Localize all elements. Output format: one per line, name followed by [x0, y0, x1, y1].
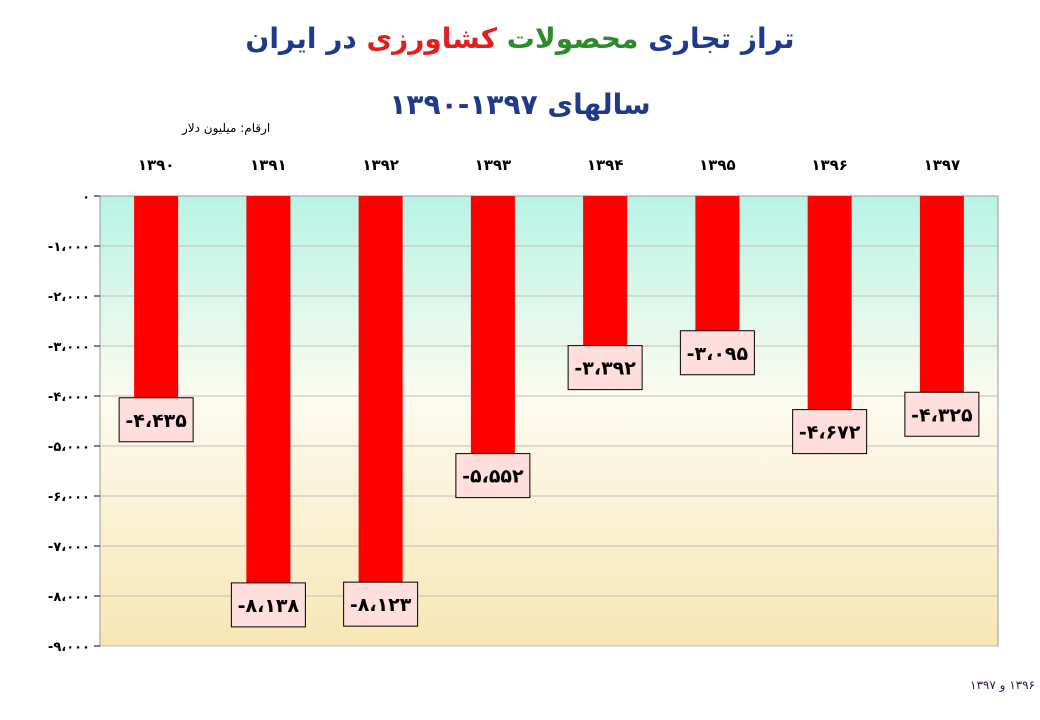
category-label: ۱۳۹۰: [138, 156, 175, 174]
title-part: تراز تجاری: [648, 22, 794, 55]
data-labels: -۴،۴۳۵ -۸،۱۳۸ -۸،۱۲۳ -۵،۵۵۲ -۳،۳۹۲ -۳،۰۹۵ -۴،۶…: [118, 330, 980, 628]
data-label-box: [679, 330, 755, 376]
data-label-box: [567, 345, 643, 391]
bar: [807, 196, 852, 430]
y-axis-ticks: ۰ -۱،۰۰۰ -۲،۰۰۰ -۳،۰۰۰ -۴،۰۰۰ -۵،۰۰۰ -۶،۰۰۰ -۷،…: [48, 190, 100, 655]
y-tick-label: -۵،۰۰۰: [48, 440, 90, 455]
bar: [134, 196, 179, 418]
category-labels: ۱۳۹۰ ۱۳۹۱ ۱۳۹۲ ۱۳۹۳ ۱۳۹۴ ۱۳۹۵ ۱۳۹۶ ۱۳۹۷: [138, 156, 960, 174]
y-tick-label: -۶،۰۰۰: [48, 490, 90, 505]
bar: [246, 196, 291, 603]
data-label-box: [904, 391, 980, 437]
bar: [583, 196, 628, 366]
y-tick-label: -۳،۰۰۰: [48, 340, 90, 355]
title-part: در ایران: [245, 22, 366, 55]
bars: [134, 196, 964, 603]
data-label: -۴،۴۳۵: [125, 410, 187, 432]
y-tick-label: -۱،۰۰۰: [48, 240, 90, 255]
chart-subtitle: سالهای ۱۳۹۷-۱۳۹۰: [389, 88, 650, 121]
data-label: -۸،۱۲۳: [350, 594, 412, 616]
y-tick-label: ۰: [82, 190, 90, 205]
data-label: -۳،۳۹۲: [574, 358, 636, 380]
y-tick-label: -۷،۰۰۰: [48, 540, 90, 555]
bar: [470, 196, 515, 474]
data-label-box: [792, 409, 868, 455]
y-tick-label: -۴،۰۰۰: [48, 390, 90, 405]
title-part: محصولات: [507, 22, 648, 55]
category-label: ۱۳۹۱: [250, 156, 287, 174]
bar: [919, 196, 964, 413]
category-label: ۱۳۹۵: [699, 156, 736, 174]
bar: [695, 196, 740, 351]
data-label-box: [230, 582, 306, 628]
y-tick-label: -۹،۰۰۰: [48, 640, 90, 655]
data-label: -۴،۳۲۵: [911, 404, 973, 426]
data-label: -۴،۶۷۲: [799, 422, 861, 444]
data-label-box: [343, 581, 419, 627]
y-tick-label: -۲،۰۰۰: [48, 290, 90, 305]
y-tick-label: -۸،۰۰۰: [48, 590, 90, 605]
data-label-box: [455, 453, 531, 499]
bar: [358, 196, 403, 603]
chart-title: تراز تجاری محصولات کشاورزی در ایران: [245, 22, 794, 55]
data-label: -۵،۵۵۲: [462, 466, 524, 488]
category-label: ۱۳۹۷: [924, 156, 961, 174]
category-label: ۱۳۹۳: [475, 156, 512, 174]
data-label: -۳،۰۹۵: [687, 343, 749, 365]
title-part: کشاورزی: [366, 22, 506, 55]
category-label: ۱۳۹۴: [587, 156, 624, 174]
category-label: ۱۳۹۲: [362, 156, 399, 174]
unit-label: ارقام: میلیون دلار: [181, 121, 270, 136]
data-label: -۸،۱۳۸: [238, 595, 300, 617]
source-note: منبع : بانک مرکزی جمهوری اسلامی ایران، خ…: [970, 678, 1040, 693]
category-label: ۱۳۹۶: [811, 156, 848, 174]
data-label-box: [118, 397, 194, 443]
